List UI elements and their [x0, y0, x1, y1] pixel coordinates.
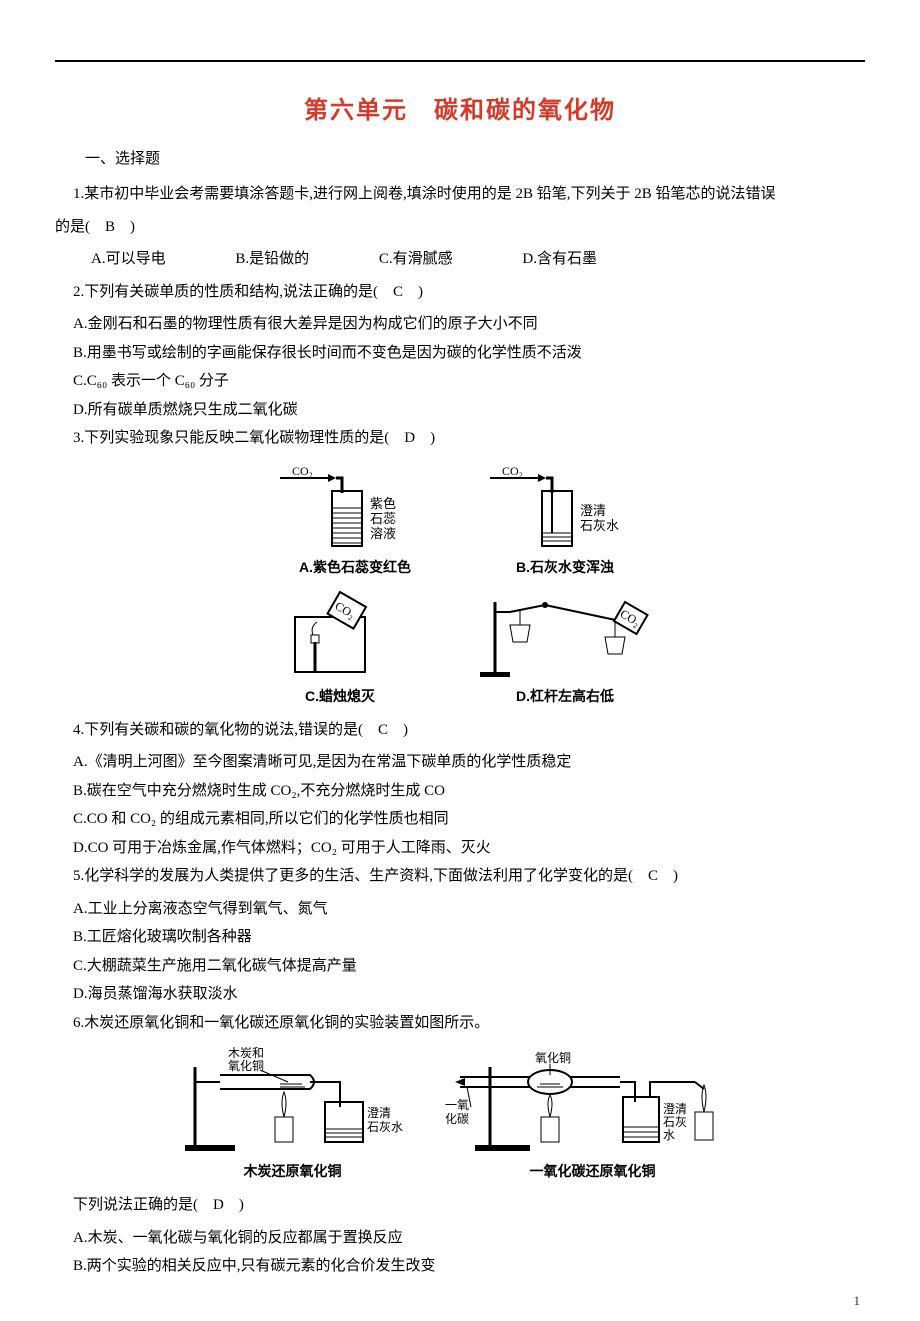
q2-opt-c: C.C₆₀ 表示一个 C₆₀ 分子	[55, 367, 865, 396]
unit-title: 第六单元 碳和碳的氧化物	[55, 90, 865, 125]
svg-text:澄清: 澄清	[367, 1105, 391, 1120]
q3-svg-c: CO₂	[255, 587, 425, 682]
q6-figure: 木炭和 氧化铜 澄清 石灰水 木炭还原氧化铜	[55, 1047, 865, 1181]
q2-stem: 2.下列有关碳单质的性质和结构,说法正确的是( C )	[55, 278, 865, 307]
q3-figure-row1: CO₂ 紫色 石蕊 溶液 A.紫色石蕊变红色	[55, 463, 865, 577]
q6-sub: 下列说法正确的是( D )	[55, 1191, 865, 1220]
q6-svg-left: 木炭和 氧化铜 澄清 石灰水	[180, 1047, 405, 1157]
q1-opt-a: A.可以导电	[73, 245, 166, 274]
q3-cap-c: C.蜡烛熄灭	[255, 686, 425, 706]
q3-svg-a: CO₂ 紫色 石蕊 溶液	[270, 463, 440, 553]
q5-opt-b: B.工匠熔化玻璃吹制各种器	[55, 923, 865, 952]
q5-opt-d: D.海员蒸馏海水获取淡水	[55, 980, 865, 1009]
q3-fig-b: CO₂ 澄清 石灰水 B.石灰水变浑浊	[480, 463, 650, 577]
q4-opt-d: D.CO 可用于冶炼金属,作气体燃料；CO₂ 可用于人工降雨、灭火	[55, 834, 865, 863]
svg-text:石灰: 石灰	[663, 1115, 687, 1129]
q3-fig-c: CO₂ C.蜡烛熄灭	[255, 587, 425, 706]
co2-label: CO₂	[292, 464, 313, 478]
page-number: 1	[854, 1293, 861, 1309]
q3-figure-row2: CO₂ C.蜡烛熄灭	[55, 587, 865, 706]
q3-cap-d: D.杠杆左高右低	[465, 686, 665, 706]
q1-opt-b: B.是铅做的	[217, 245, 309, 274]
q6-cap-r: 一氧化碳还原氧化铜	[445, 1161, 740, 1181]
svg-text:石蕊: 石蕊	[370, 511, 396, 526]
svg-text:澄清: 澄清	[580, 503, 606, 518]
q5-opt-a: A.工业上分离液态空气得到氧气、氮气	[55, 895, 865, 924]
svg-text:一氧: 一氧	[445, 1098, 469, 1112]
svg-text:化碳: 化碳	[445, 1112, 469, 1126]
q1-options: A.可以导电 B.是铅做的 C.有滑腻感 D.含有石墨	[55, 245, 865, 274]
svg-text:溶液: 溶液	[370, 526, 396, 541]
page: 第六单元 碳和碳的氧化物 一、选择题 1.某市初中毕业会考需要填涂答题卡,进行网…	[0, 0, 920, 1321]
q3-cap-a: A.紫色石蕊变红色	[270, 557, 440, 577]
svg-text:石灰水: 石灰水	[367, 1120, 403, 1134]
svg-text:石灰水: 石灰水	[580, 518, 619, 533]
q2-opt-d: D.所有碳单质燃烧只生成二氧化碳	[55, 396, 865, 425]
q1-opt-d: D.含有石墨	[504, 245, 597, 274]
q5-opt-c: C.大棚蔬菜生产施用二氧化碳气体提高产量	[55, 952, 865, 981]
q3-fig-d: CO₂ D.杠杆左高右低	[465, 587, 665, 706]
q3-svg-b: CO₂ 澄清 石灰水	[480, 463, 650, 553]
q3-cap-b: B.石灰水变浑浊	[480, 557, 650, 577]
q5-stem: 5.化学科学的发展为人类提供了更多的生活、生产资料,下面做法利用了化学变化的是(…	[55, 862, 865, 891]
top-rule	[55, 60, 865, 62]
svg-text:澄清: 澄清	[663, 1101, 687, 1116]
q6-stem: 6.木炭还原氧化铜和一氧化碳还原氧化铜的实验装置如图所示。	[55, 1009, 865, 1038]
q4-opt-b: B.碳在空气中充分燃烧时生成 CO₂,不充分燃烧时生成 CO	[55, 777, 865, 806]
q6-fig-right: 氧化铜 一氧 化碳 澄清 石灰 水 一氧化碳还原氧化铜	[445, 1047, 740, 1181]
q1-opt-c: C.有滑腻感	[361, 245, 453, 274]
q3-fig-a: CO₂ 紫色 石蕊 溶液 A.紫色石蕊变红色	[270, 463, 440, 577]
svg-text:水: 水	[663, 1128, 675, 1142]
q6-fig-left: 木炭和 氧化铜 澄清 石灰水 木炭还原氧化铜	[180, 1047, 405, 1181]
q1-stem-line1: 1.某市初中毕业会考需要填涂答题卡,进行网上阅卷,填涂时使用的是 2B 铅笔,下…	[55, 180, 865, 209]
q6-opt-b: B.两个实验的相关反应中,只有碳元素的化合价发生改变	[55, 1252, 865, 1281]
svg-text:氧化铜: 氧化铜	[535, 1050, 571, 1065]
section-heading: 一、选择题	[55, 147, 865, 168]
co2-label-b: CO₂	[502, 464, 523, 478]
q3-svg-d: CO₂	[465, 587, 665, 682]
svg-text:氧化铜: 氧化铜	[228, 1058, 264, 1073]
q1-stem-line2: 的是( B )	[55, 213, 865, 242]
svg-text:紫色: 紫色	[370, 496, 396, 511]
q4-opt-a: A.《清明上河图》至今图案清晰可见,是因为在常温下碳单质的化学性质稳定	[55, 748, 865, 777]
q6-svg-right: 氧化铜 一氧 化碳 澄清 石灰 水	[445, 1047, 740, 1157]
q6-cap-l: 木炭还原氧化铜	[180, 1161, 405, 1181]
q2-opt-a: A.金刚石和石墨的物理性质有很大差异是因为构成它们的原子大小不同	[55, 310, 865, 339]
q3-stem: 3.下列实验现象只能反映二氧化碳物理性质的是( D )	[55, 424, 865, 453]
q2-opt-b: B.用墨书写或绘制的字画能保存很长时间而不变色是因为碳的化学性质不活泼	[55, 339, 865, 368]
q4-stem: 4.下列有关碳和碳的氧化物的说法,错误的是( C )	[55, 716, 865, 745]
q6-opt-a: A.木炭、一氧化碳与氧化铜的反应都属于置换反应	[55, 1224, 865, 1253]
q4-opt-c: C.CO 和 CO₂ 的组成元素相同,所以它们的化学性质也相同	[55, 805, 865, 834]
